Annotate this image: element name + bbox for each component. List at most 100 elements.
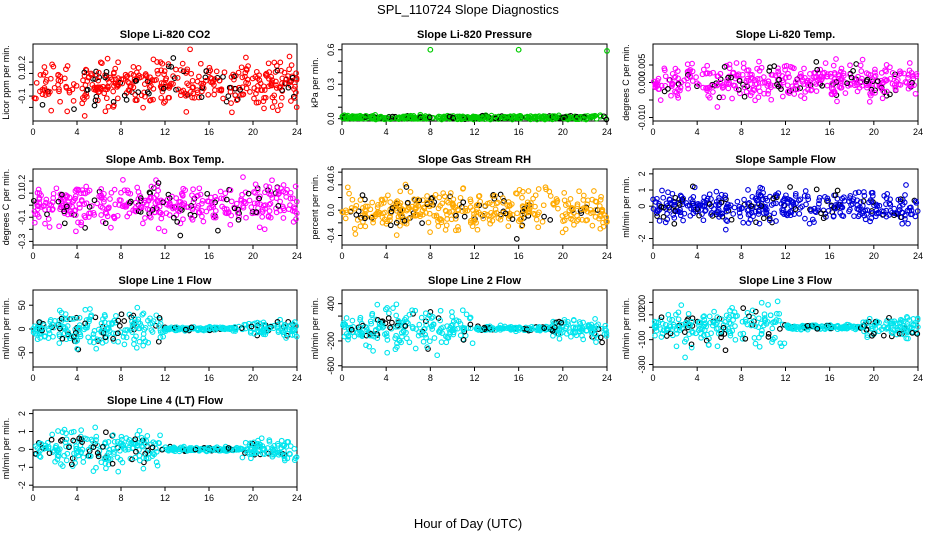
data-point: [143, 455, 150, 462]
data-point: [846, 208, 852, 215]
data-point: [913, 71, 920, 77]
data-point: [157, 327, 164, 333]
data-point: [281, 455, 288, 462]
data-point: [37, 326, 44, 332]
data-point: [350, 324, 357, 330]
data-point: [397, 212, 404, 219]
data-point: [105, 455, 111, 461]
data-point: [35, 186, 42, 193]
data-point: [125, 79, 131, 85]
data-point: [179, 60, 186, 67]
data-point: [73, 338, 79, 345]
data-point: [253, 209, 260, 215]
data-point: [196, 73, 202, 80]
data-point: [177, 220, 184, 227]
data-point: [533, 216, 540, 223]
data-point: [576, 319, 583, 325]
data-point: [187, 211, 194, 218]
data-point: [372, 327, 379, 334]
data-point: [73, 445, 80, 452]
data-point: [502, 210, 509, 217]
data-point: [565, 201, 572, 207]
data-point: [689, 60, 695, 67]
data-point: [388, 208, 395, 215]
data-point: [907, 211, 914, 218]
data-point: [146, 206, 153, 213]
data-point: [675, 95, 682, 101]
data-point: [824, 195, 831, 202]
data-point: [139, 311, 146, 318]
data-point: [721, 64, 728, 70]
data-point: [765, 87, 772, 94]
data-point: [766, 212, 773, 219]
data-point: [101, 455, 108, 462]
x-tick-label: 24: [913, 127, 923, 137]
data-point: [121, 202, 128, 209]
data-point: [158, 215, 165, 222]
data-point: [440, 190, 447, 196]
data-point: [672, 65, 679, 72]
data-point: [114, 454, 121, 461]
data-point: [486, 216, 493, 223]
data-point: [120, 441, 126, 448]
data-point: [156, 315, 163, 321]
data-point: [233, 200, 240, 207]
panel-title: Slope Li-820 CO2: [120, 29, 210, 41]
data-point: [655, 319, 662, 326]
data-point: [280, 215, 287, 221]
data-point: [423, 322, 430, 328]
data-point: [121, 445, 127, 451]
data-point: [908, 207, 915, 214]
data-point: [892, 327, 898, 333]
data-point: [737, 331, 744, 337]
data-point: [841, 194, 847, 201]
data-point: [94, 86, 101, 93]
data-point: [267, 200, 274, 207]
data-point: [706, 201, 713, 207]
data-point: [162, 98, 168, 105]
data-point: [103, 95, 110, 102]
data-point: [163, 210, 170, 216]
data-point: [42, 442, 49, 449]
data-point: [762, 317, 768, 323]
data-point: [721, 194, 728, 201]
data-point: [95, 69, 102, 76]
data-point: [231, 73, 237, 80]
data-point: [914, 208, 921, 214]
data-point: [93, 68, 99, 75]
data-point: [140, 104, 146, 111]
data-point: [599, 339, 605, 346]
x-tick-label: 12: [160, 493, 170, 503]
data-point: [68, 316, 75, 322]
data-point: [441, 193, 448, 200]
data-point: [704, 87, 710, 94]
data-point: [246, 197, 253, 204]
data-point: [190, 186, 196, 193]
data-point: [913, 199, 920, 206]
data-point: [422, 331, 429, 338]
data-point: [168, 63, 175, 70]
data-point: [122, 327, 129, 333]
data-point: [78, 219, 85, 226]
data-point: [742, 316, 749, 323]
data-point: [871, 202, 877, 209]
data-point: [83, 200, 90, 207]
data-point: [435, 223, 442, 229]
data-point: [767, 82, 774, 88]
data-point: [102, 334, 109, 341]
data-point: [143, 73, 150, 80]
data-point: [108, 224, 114, 231]
data-point: [134, 304, 141, 311]
data-point: [676, 324, 683, 330]
x-tick-label: 8: [118, 373, 123, 383]
data-point: [495, 116, 502, 122]
data-point: [343, 331, 350, 337]
data-point: [419, 220, 425, 226]
data-point: [792, 193, 799, 199]
data-point: [49, 431, 56, 438]
data-point: [714, 73, 721, 80]
data-point: [410, 325, 416, 332]
data-point: [597, 196, 604, 203]
data-point: [688, 341, 695, 348]
data-point: [565, 321, 571, 328]
